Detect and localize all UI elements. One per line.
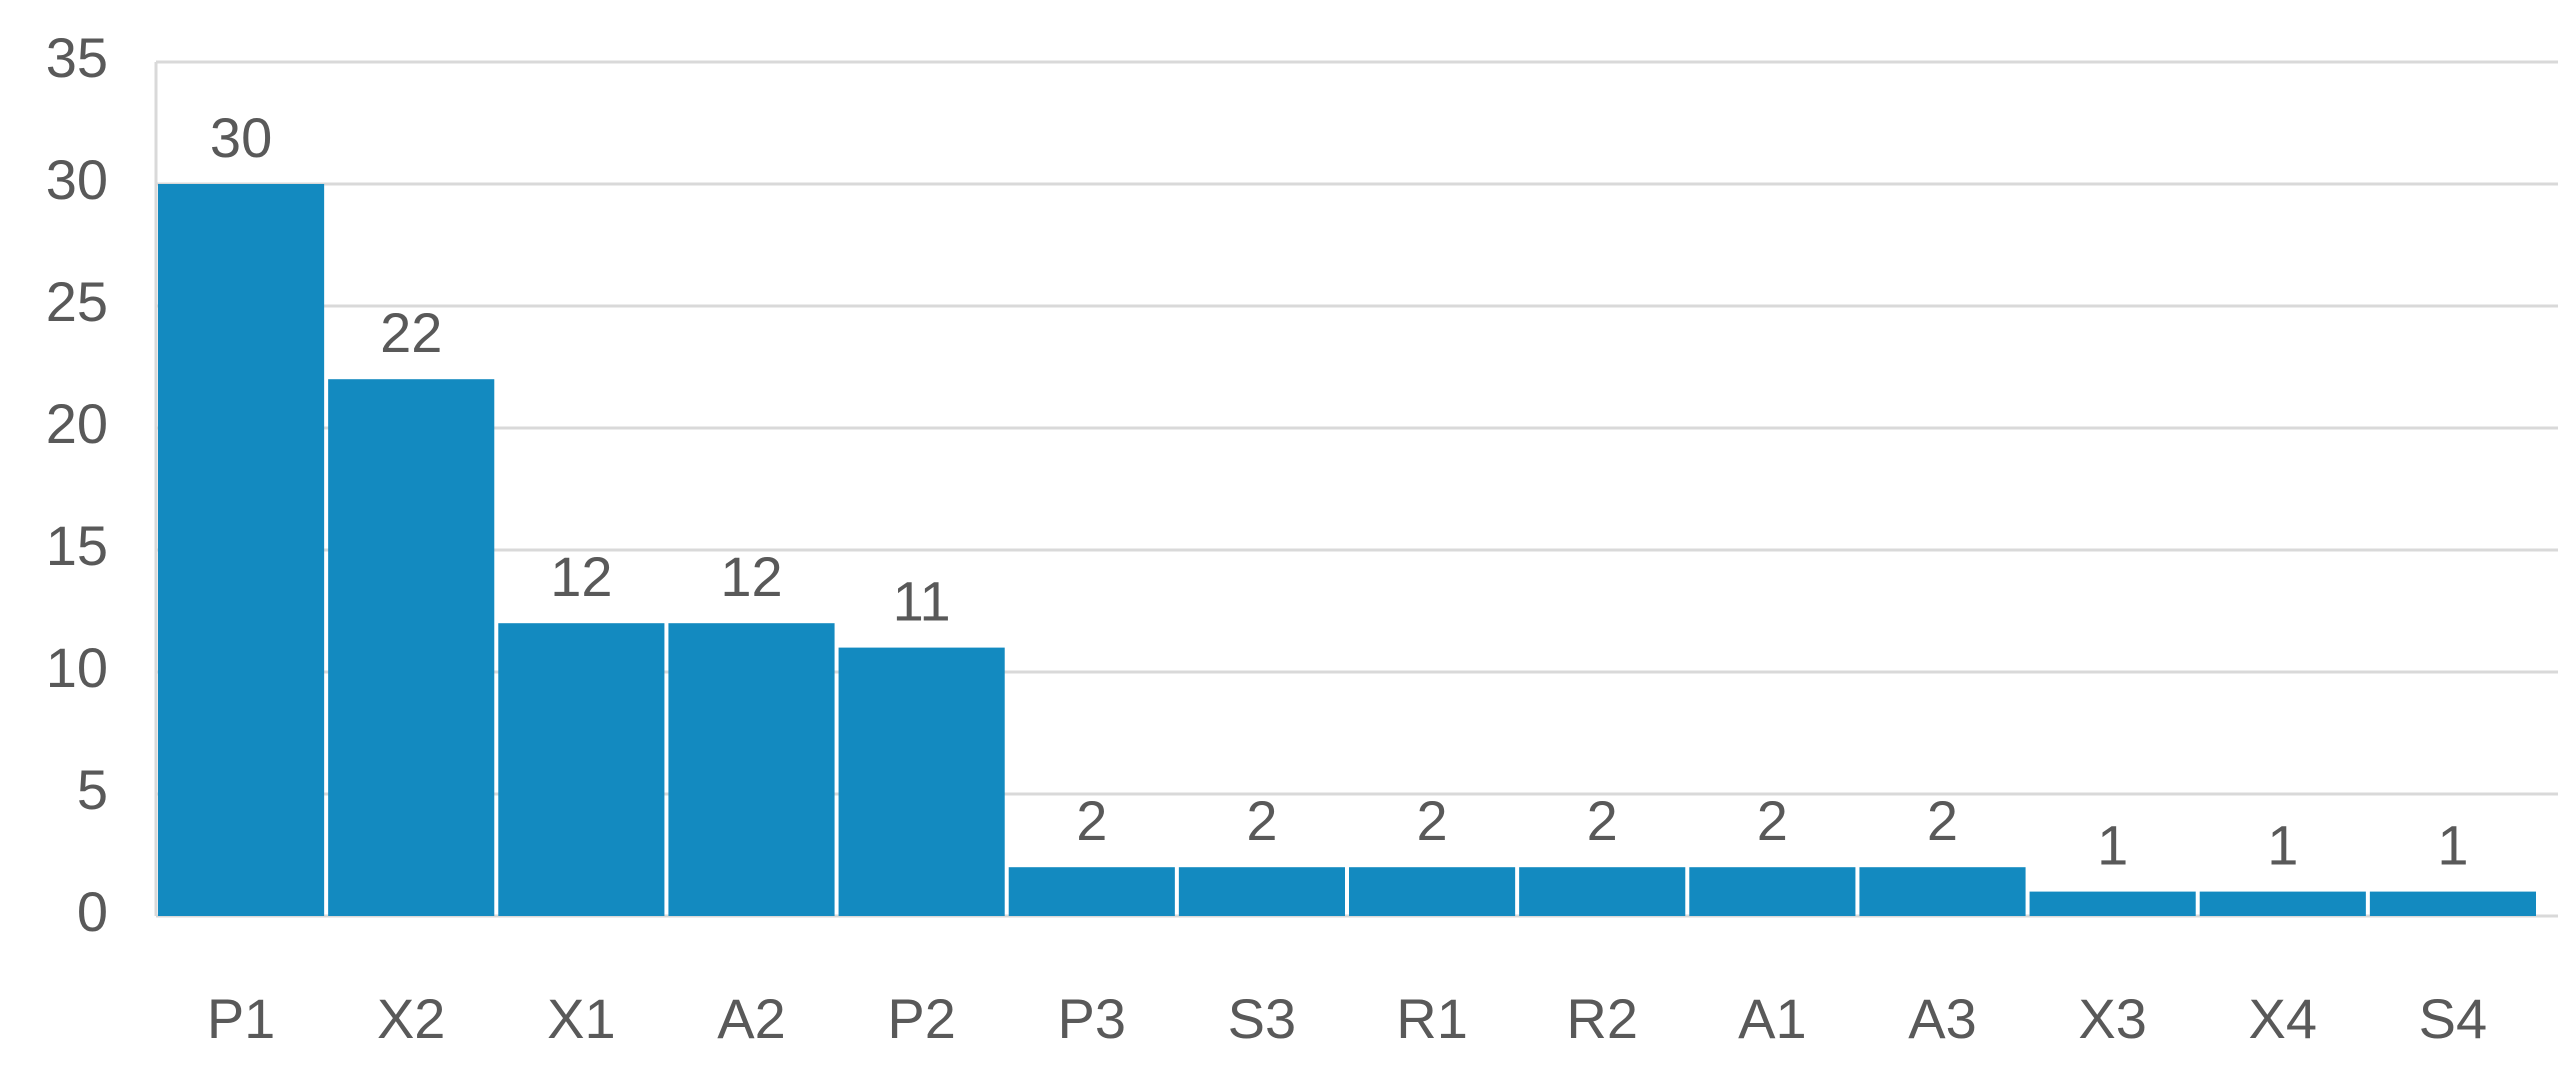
x-tick-label: S4	[2419, 987, 2488, 1050]
bar	[838, 647, 1005, 916]
x-tick-label: P2	[887, 987, 956, 1050]
y-tick-label: 10	[46, 636, 108, 699]
bar	[2369, 891, 2536, 916]
bar	[2199, 891, 2366, 916]
data-label: 12	[720, 545, 782, 608]
data-label: 11	[893, 569, 951, 632]
bar	[158, 184, 325, 916]
y-tick-label: 5	[77, 758, 108, 821]
bar	[1178, 867, 1345, 916]
data-label: 1	[2097, 813, 2128, 876]
data-label: 2	[1076, 789, 1107, 852]
x-tick-label: P1	[207, 987, 276, 1050]
bar	[1008, 867, 1175, 916]
x-tick-label: X3	[2078, 987, 2147, 1050]
data-label: 22	[380, 301, 442, 364]
bar	[1689, 867, 1856, 916]
data-label: 2	[1587, 789, 1618, 852]
bar	[498, 623, 665, 916]
y-tick-label: 25	[46, 270, 108, 333]
x-tick-label: X4	[2249, 987, 2318, 1050]
x-tick-label: P3	[1058, 987, 1127, 1050]
x-tick-label: R1	[1396, 987, 1468, 1050]
x-tick-label: R2	[1566, 987, 1638, 1050]
data-label: 2	[1246, 789, 1277, 852]
data-label: 1	[2437, 813, 2468, 876]
bar	[1349, 867, 1516, 916]
data-label: 2	[1757, 789, 1788, 852]
x-tick-label: A2	[717, 987, 786, 1050]
bar	[328, 379, 495, 916]
bar	[1859, 867, 2026, 916]
y-tick-label: 15	[46, 514, 108, 577]
x-tick-label: X2	[377, 987, 446, 1050]
y-tick-label: 20	[46, 392, 108, 455]
data-label: 30	[210, 106, 272, 169]
data-label: 1	[2267, 813, 2298, 876]
data-label: 12	[550, 545, 612, 608]
bar	[668, 623, 835, 916]
bar	[1519, 867, 1686, 916]
data-label: 2	[1927, 789, 1958, 852]
x-tick-label: X1	[547, 987, 616, 1050]
y-tick-label: 0	[77, 880, 108, 943]
bar	[2029, 891, 2196, 916]
x-tick-label: S3	[1228, 987, 1297, 1050]
data-label: 2	[1416, 789, 1447, 852]
x-tick-label: A1	[1738, 987, 1807, 1050]
y-tick-label: 30	[46, 148, 108, 211]
x-tick-label: A3	[1908, 987, 1977, 1050]
y-tick-label: 35	[46, 26, 108, 89]
